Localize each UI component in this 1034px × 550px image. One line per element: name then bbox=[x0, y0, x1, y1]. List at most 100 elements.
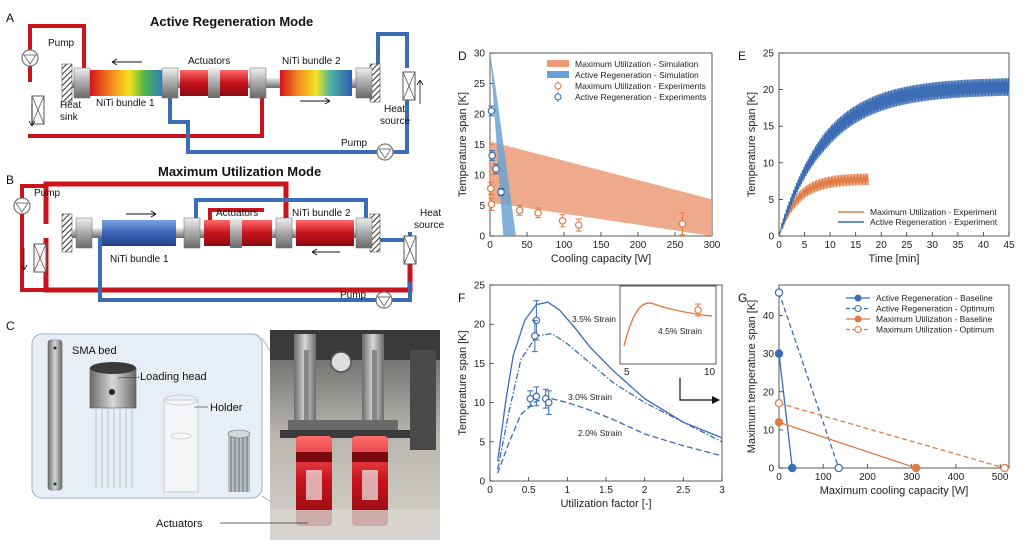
series-point-1 bbox=[834, 463, 843, 473]
x-tick-label: 300 bbox=[704, 240, 721, 251]
x-tick-label: 45 bbox=[1003, 240, 1015, 251]
arrow-right-a bbox=[300, 97, 331, 105]
inset-point bbox=[694, 306, 702, 314]
y-axis-label: Maximum temperature span [K] bbox=[746, 300, 758, 453]
y-tick-label: 10 bbox=[763, 158, 775, 169]
hot-pipe-top bbox=[28, 24, 86, 68]
x-axis-label: Cooling capacity [W] bbox=[551, 253, 651, 265]
legend-swatch bbox=[547, 60, 569, 67]
y-tick-label: 40 bbox=[763, 311, 775, 322]
components-callout bbox=[31, 333, 263, 499]
experiment-point bbox=[532, 392, 541, 401]
x-tick-label: 0 bbox=[776, 472, 782, 483]
y-tick-label: 25 bbox=[763, 49, 775, 60]
cold-loop-bottom-b bbox=[98, 236, 376, 302]
bundle2-b-label: NiTi bundle 2 bbox=[292, 208, 351, 219]
y-tick-label: 25 bbox=[474, 281, 486, 292]
x-tick-label: 100 bbox=[556, 240, 573, 251]
strain-curve-2 bbox=[497, 398, 723, 474]
y-tick-label: 15 bbox=[474, 359, 486, 370]
y-tick-label: 5 bbox=[479, 201, 485, 212]
series-point-1 bbox=[774, 288, 784, 297]
y-tick-label: 5 bbox=[768, 195, 774, 206]
actuator-b-ring bbox=[230, 218, 242, 248]
y-axis-label: Temperature span [K] bbox=[746, 92, 758, 197]
x-tick-label: 0 bbox=[487, 485, 493, 496]
series-line-2 bbox=[778, 421, 917, 469]
apparatus-photo bbox=[270, 330, 440, 540]
y-tick-label: 15 bbox=[763, 122, 775, 133]
legend-marker bbox=[854, 326, 862, 333]
x-tick-label: 1 bbox=[565, 485, 571, 496]
cap-b2 bbox=[183, 217, 201, 249]
experiment-point bbox=[544, 398, 553, 407]
x-tick-label: 15 bbox=[850, 240, 862, 251]
annotation-30: 3.0% Strain bbox=[568, 392, 612, 402]
y-tick-label: 0 bbox=[479, 232, 485, 243]
heat-source-b-label-2: source bbox=[414, 220, 444, 231]
x-tick-label: 100 bbox=[815, 472, 832, 483]
panel-d-letter: D bbox=[458, 49, 467, 63]
x-axis-label: Maximum cooling capacity [W] bbox=[820, 485, 969, 497]
x-tick-label: 10 bbox=[825, 240, 837, 251]
heat-source-b-label-1: Heat bbox=[420, 208, 441, 219]
wall-left-a bbox=[61, 63, 73, 103]
heat-source-icon bbox=[402, 71, 416, 101]
niti-bundle-1-a bbox=[90, 70, 162, 96]
x-tick-label: 50 bbox=[521, 240, 533, 251]
legend-swatch bbox=[547, 71, 569, 78]
cap-b3 bbox=[275, 217, 293, 249]
inset-label: 4.5% Strain bbox=[658, 326, 702, 336]
series-line-3 bbox=[778, 402, 1005, 469]
data-point bbox=[488, 151, 497, 160]
panel-g-letter: G bbox=[738, 291, 747, 305]
max-util-sim-band bbox=[490, 141, 712, 236]
x-tick-label: 30 bbox=[927, 240, 939, 251]
y-tick-label: 25 bbox=[474, 79, 486, 90]
y-tick-label: 20 bbox=[763, 85, 775, 96]
legend-marker bbox=[854, 305, 862, 312]
x-tick-label: 150 bbox=[593, 240, 610, 251]
x-tick-label: 200 bbox=[630, 240, 647, 251]
series-line-1 bbox=[778, 78, 1010, 237]
legend-label: Active Regeneration - Simulation bbox=[575, 70, 699, 80]
heat-source-a-label-1: Heat bbox=[384, 104, 405, 115]
active-regen-sim-band bbox=[490, 53, 516, 236]
x-tick-label: 0 bbox=[487, 240, 493, 251]
series-point-0 bbox=[774, 349, 784, 358]
loading-head-block bbox=[89, 367, 137, 409]
plot-frame bbox=[778, 52, 1010, 237]
x-tick-label: 400 bbox=[948, 472, 965, 483]
wire-bundle bbox=[227, 429, 251, 492]
x-tick-label: 25 bbox=[901, 240, 913, 251]
cap-a3 bbox=[249, 67, 267, 99]
data-point bbox=[486, 184, 495, 193]
x-tick-label: 1.5 bbox=[599, 485, 613, 496]
annotation-20: 2.0% Strain bbox=[578, 428, 622, 438]
cold-loop-right-b bbox=[392, 282, 412, 302]
inset-arrow bbox=[679, 378, 712, 401]
panel-b-letter: B bbox=[6, 173, 14, 187]
x-tick-label: 40 bbox=[978, 240, 990, 251]
holder-label: Holder bbox=[210, 402, 243, 414]
data-point bbox=[487, 200, 496, 209]
legend-label: Maximum Utilization - Experiment bbox=[870, 207, 997, 217]
series-point-3 bbox=[1000, 463, 1009, 473]
arrow-down-sink-b bbox=[20, 248, 28, 271]
inset-arrowhead bbox=[712, 396, 720, 404]
x-tick-label: 0.5 bbox=[522, 485, 536, 496]
x-tick-label: 0 bbox=[776, 240, 782, 251]
holder-tube bbox=[163, 399, 199, 493]
annotation-35: 3.5% Strain bbox=[572, 314, 616, 324]
hot-inner-b bbox=[208, 208, 264, 222]
experiment-point bbox=[526, 394, 535, 403]
legend-label: Active Regeneration - Optimum bbox=[876, 304, 995, 314]
y-tick-label: 10 bbox=[474, 171, 486, 182]
series-line-0 bbox=[778, 353, 793, 469]
panel-b: B Maximum Utilization Mode Pump Actuator… bbox=[6, 164, 444, 309]
strain-curve-0 bbox=[497, 301, 723, 462]
hot-loop-top-b bbox=[43, 181, 289, 224]
actuators-a-label: Actuators bbox=[188, 56, 230, 67]
x-tick-label: 500 bbox=[992, 472, 1009, 483]
